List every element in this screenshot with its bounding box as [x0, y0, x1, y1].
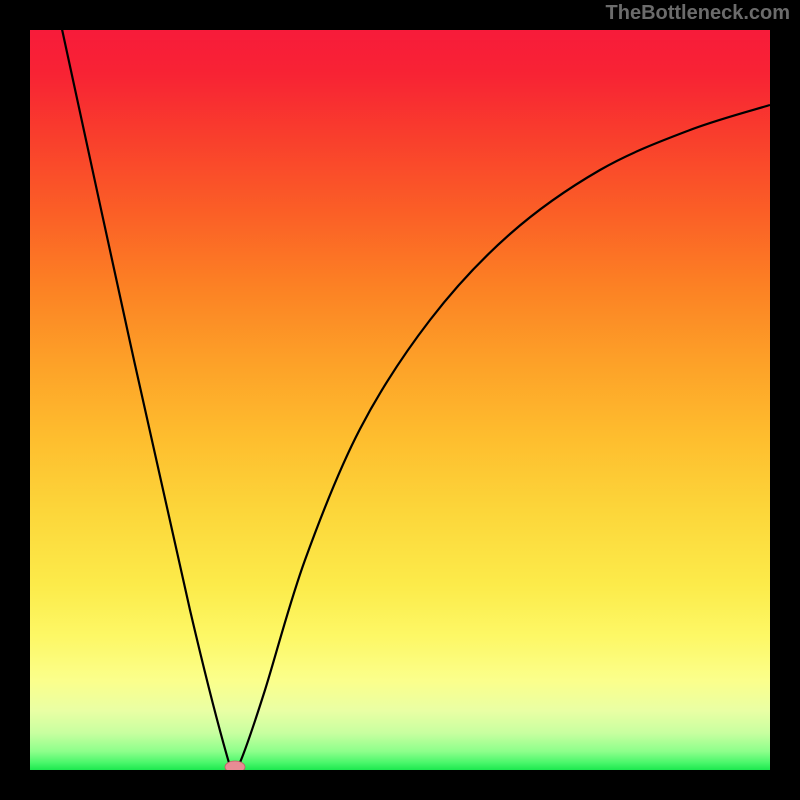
minimum-marker: [225, 761, 245, 773]
frame-left: [0, 0, 30, 800]
frame-right: [770, 0, 800, 800]
chart-background: [30, 30, 770, 770]
chart-frame: TheBottleneck.com: [0, 0, 800, 800]
frame-bottom: [0, 770, 800, 800]
attribution-link[interactable]: TheBottleneck.com: [606, 2, 790, 25]
bottleneck-chart: [0, 0, 800, 800]
bottleneck-curve: [60, 20, 770, 772]
